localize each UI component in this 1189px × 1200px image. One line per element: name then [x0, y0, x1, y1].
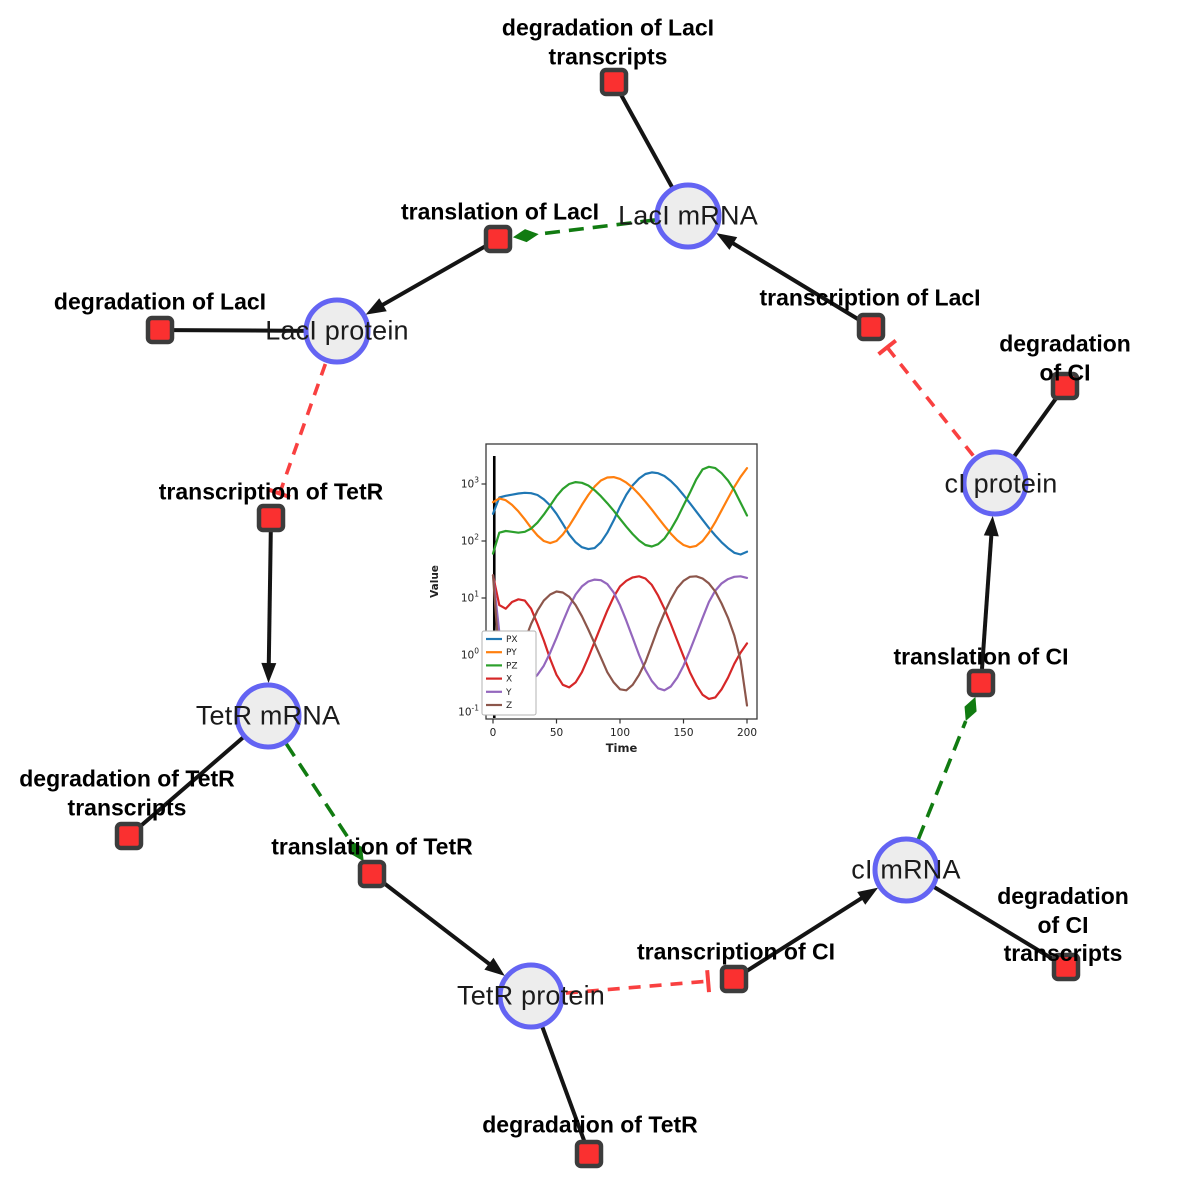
- species-node-laci-protein[interactable]: [303, 297, 371, 365]
- species-node-tetr-protein[interactable]: [497, 962, 565, 1030]
- edge-laci-protein-to-transcription-of-tetr: [277, 363, 328, 495]
- x-tick-label: 0: [490, 727, 497, 739]
- legend-label-Z: Z: [506, 701, 512, 711]
- edge-transcription-of-laci-to-laci-mrna: [729, 240, 861, 322]
- edge-tetr-mrna-to-translation-of-tetr-diamond-arrowhead: [349, 839, 364, 862]
- reaction-node-degradation-of-ci-transcripts[interactable]: [1051, 952, 1081, 982]
- edge-translation-of-ci-to-ci-protein-arrowhead: [983, 515, 999, 537]
- legend-label-PY: PY: [506, 648, 517, 658]
- y-tick-label: 101: [461, 590, 479, 605]
- edge-transcription-of-laci-to-laci-mrna-arrowhead: [716, 233, 738, 250]
- reaction-node-translation-of-tetr[interactable]: [357, 859, 387, 889]
- reaction-node-degradation-of-tetr-transcripts[interactable]: [114, 821, 144, 851]
- reaction-node-transcription-of-ci[interactable]: [719, 964, 749, 994]
- edge-translation-of-laci-to-laci-protein: [379, 244, 487, 308]
- plot-inset: 0 50 100 150 200 103 102 101 100 10-1 Time Value PX P…: [424, 436, 769, 766]
- edge-ci-protein-to-transcription-of-laci: [885, 346, 975, 457]
- x-axis-label: Time: [606, 741, 638, 755]
- edges-layer: [138, 93, 1059, 1142]
- edge-ci-mrna-to-translation-of-ci-diamond-arrowhead: [964, 696, 977, 722]
- edge-tetr-protein-to-transcription-of-ci-tbar: [705, 970, 712, 993]
- x-tick-label: 50: [550, 727, 563, 739]
- edge-translation-of-laci-to-laci-protein-arrowhead: [365, 298, 387, 315]
- reaction-node-transcription-of-tetr[interactable]: [256, 503, 286, 533]
- x-tick-label: 150: [673, 727, 693, 739]
- edge-transcription-of-tetr-to-tetr-mrna: [266, 531, 273, 667]
- edge-translation-of-tetr-to-tetr-protein-arrowhead: [484, 957, 505, 976]
- edge-ci-mrna-to-degradation-of-ci-transcripts: [932, 884, 1056, 962]
- edge-laci-mrna-to-translation-of-laci-diamond-arrowhead: [512, 229, 539, 243]
- edge-translation-of-tetr-to-tetr-protein: [381, 880, 493, 968]
- edge-laci-protein-to-transcription-of-tetr-tbar: [268, 487, 291, 500]
- x-tick-label: 100: [610, 727, 630, 739]
- series-line-PZ: [491, 465, 749, 555]
- series-line-PX: [491, 471, 749, 556]
- edge-ci-protein-to-transcription-of-laci-tbar: [877, 338, 898, 356]
- series-line-Z: [491, 574, 749, 707]
- reaction-node-translation-of-ci[interactable]: [966, 668, 996, 698]
- series-line-PY: [491, 466, 749, 549]
- edge-tetr-mrna-to-degradation-of-tetr-transcripts: [138, 735, 246, 829]
- edge-ci-protein-to-degradation-of-ci: [1012, 396, 1059, 459]
- y-axis-label: Value: [429, 565, 441, 598]
- legend-label-PZ: PZ: [506, 661, 518, 671]
- species-node-ci-mrna[interactable]: [872, 836, 940, 904]
- reaction-node-translation-of-laci[interactable]: [483, 224, 513, 254]
- y-tick-label: 102: [461, 533, 479, 548]
- edge-laci-mrna-to-degradation-of-laci-transcripts: [619, 93, 675, 189]
- nodes-layer: [114, 67, 1081, 1169]
- timecourse-plot: 0 50 100 150 200 103 102 101 100 10-1 Time Value PX P…: [429, 443, 758, 755]
- series-line-X: [491, 574, 749, 700]
- legend-label-Y: Y: [505, 688, 512, 698]
- edge-ci-mrna-to-translation-of-ci: [916, 720, 968, 841]
- reaction-node-degradation-of-laci[interactable]: [145, 315, 175, 345]
- y-tick-label: 10-1: [458, 704, 479, 719]
- species-node-ci-protein[interactable]: [961, 449, 1029, 517]
- edge-tetr-protein-to-transcription-of-ci: [565, 979, 709, 995]
- y-tick-label: 100: [461, 647, 479, 662]
- edge-transcription-of-ci-to-ci-mrna: [744, 895, 865, 974]
- edge-translation-of-ci-to-ci-protein: [979, 532, 994, 670]
- edge-transcription-of-tetr-to-tetr-mrna-arrowhead: [261, 662, 277, 684]
- edge-laci-protein-to-degradation-of-laci: [173, 328, 306, 333]
- y-tick-label: 103: [461, 476, 479, 491]
- edge-tetr-protein-to-degradation-of-tetr: [540, 1025, 587, 1142]
- reaction-node-transcription-of-laci[interactable]: [856, 312, 886, 342]
- species-node-tetr-mrna[interactable]: [234, 682, 302, 750]
- x-tick-label: 200: [737, 727, 757, 739]
- species-node-laci-mrna[interactable]: [654, 182, 722, 250]
- legend-label-X: X: [506, 675, 512, 685]
- reaction-node-degradation-of-tetr[interactable]: [574, 1139, 604, 1169]
- legend-label-PX: PX: [506, 635, 518, 645]
- reaction-node-degradation-of-ci[interactable]: [1050, 371, 1080, 401]
- edge-transcription-of-ci-to-ci-mrna-arrowhead: [857, 887, 879, 905]
- edge-laci-mrna-to-translation-of-laci: [538, 218, 656, 236]
- edge-tetr-mrna-to-translation-of-tetr: [284, 742, 351, 841]
- reaction-node-degradation-of-laci-transcripts[interactable]: [599, 67, 629, 97]
